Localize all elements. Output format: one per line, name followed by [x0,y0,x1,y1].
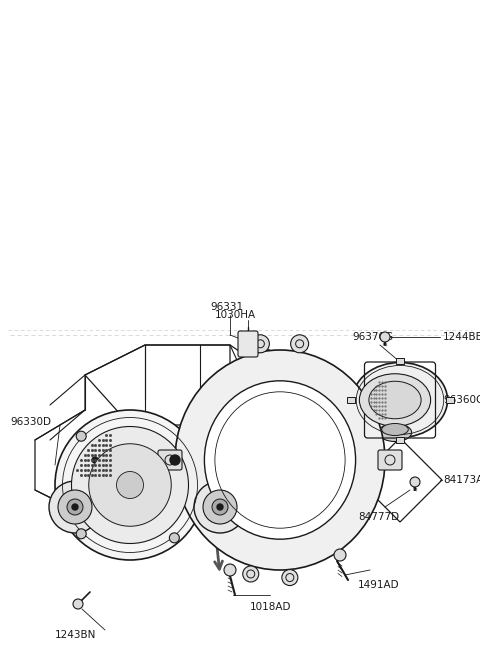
Circle shape [290,335,309,353]
Text: 84777D: 84777D [358,512,399,522]
Ellipse shape [360,374,431,426]
Circle shape [58,490,92,524]
Text: 96360C: 96360C [443,395,480,405]
Text: 96331: 96331 [210,302,243,312]
Circle shape [252,335,269,353]
Circle shape [117,472,144,498]
Ellipse shape [352,362,447,438]
Circle shape [212,499,228,515]
Text: 1244BB: 1244BB [443,332,480,342]
Circle shape [67,499,83,515]
Ellipse shape [175,350,385,570]
Ellipse shape [204,381,356,539]
Circle shape [72,426,189,544]
Bar [396,436,404,443]
Ellipse shape [369,381,421,419]
Ellipse shape [382,424,408,436]
Circle shape [194,481,246,533]
Ellipse shape [378,424,412,441]
Bar [396,358,404,364]
Circle shape [380,332,390,342]
Circle shape [73,599,83,609]
Text: 84173A: 84173A [443,475,480,485]
Circle shape [170,455,180,465]
Text: 1243BN: 1243BN [55,630,96,640]
Circle shape [76,529,86,539]
Circle shape [89,443,171,526]
Text: 1030HA: 1030HA [215,310,256,320]
FancyBboxPatch shape [378,450,402,470]
Text: 1491AD: 1491AD [358,580,400,590]
Circle shape [92,457,98,463]
Circle shape [203,490,237,524]
Circle shape [282,570,298,586]
Circle shape [72,504,78,510]
Circle shape [410,477,420,487]
Circle shape [217,504,223,510]
Circle shape [76,431,86,441]
FancyBboxPatch shape [238,331,258,357]
FancyBboxPatch shape [158,450,182,470]
Circle shape [224,564,236,576]
Text: 1018AD: 1018AD [250,602,291,612]
Text: 96330D: 96330D [10,417,51,427]
Bar [445,397,454,403]
Circle shape [334,549,346,561]
Circle shape [169,533,180,543]
Bar [347,397,355,403]
Text: 96370G: 96370G [352,332,393,342]
Circle shape [55,410,205,560]
Circle shape [243,566,259,582]
Circle shape [49,481,101,533]
